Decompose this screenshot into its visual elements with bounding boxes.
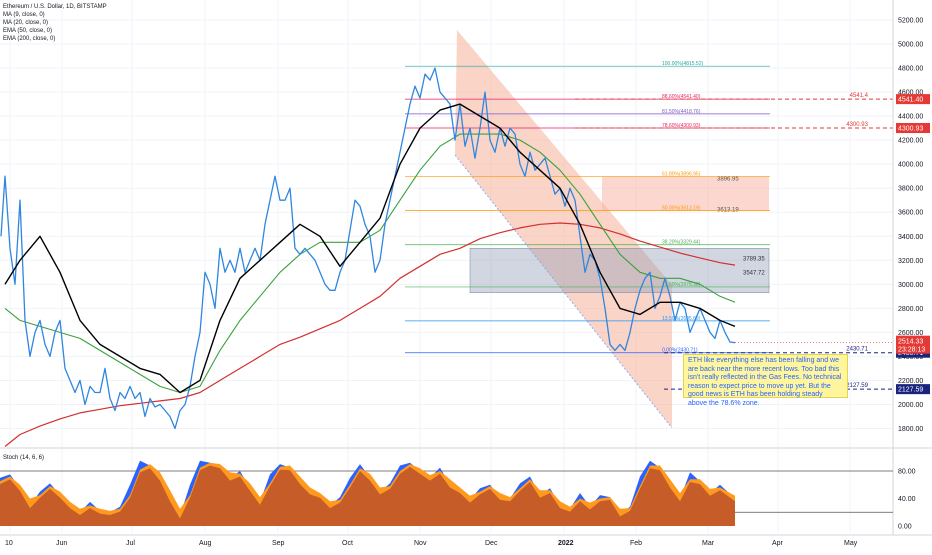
y-tick-label: 5000.00	[898, 42, 923, 49]
dashed-level-label: 4300.93	[846, 122, 868, 128]
price-tag	[896, 94, 930, 105]
stoch-tick-label: 80.00	[898, 469, 916, 476]
annotation-note: ETH like everything else has been fallin…	[683, 354, 848, 407]
price-tag	[896, 384, 930, 395]
indicator-legend: Ethereum / U.S. Dollar, 1D, BITSTAMP MA …	[3, 3, 107, 43]
zone-label: 3896.95	[717, 177, 739, 183]
y-tick-label: 2200.00	[898, 378, 923, 385]
consolidation-zone	[469, 248, 770, 293]
fib-label: 50.00%(3613.19)	[662, 206, 701, 212]
y-tick-label: 4000.00	[898, 162, 923, 169]
dashed-level-label: 4541.4	[850, 93, 869, 99]
price-tag-label: 2127.59	[898, 387, 923, 394]
y-tick-label: 3400.00	[898, 234, 923, 241]
y-tick-label: 5200.00	[898, 18, 923, 25]
series-ema200	[4, 222, 736, 447]
x-tick-label: 10	[5, 540, 13, 547]
zone-label: 3547.72	[743, 270, 765, 276]
x-tick-label: Apr	[772, 540, 784, 547]
y-tick-label: 2600.00	[898, 330, 923, 337]
dashed-level-label: 2127.59	[846, 383, 868, 389]
y-tick-label: 3800.00	[898, 186, 923, 193]
x-tick-label: Oct	[342, 540, 353, 547]
fib-label: 38.20%(3329.44)	[662, 240, 701, 246]
fib-label: 88.60%(4541.40)	[662, 94, 701, 100]
indicator-ema200[interactable]: EMA (200, close, 0)	[3, 36, 56, 42]
price-tag-label: 2430.71	[898, 350, 923, 357]
fib-label: 100.00%(4815.52)	[662, 61, 703, 67]
stoch-overlap-area	[0, 465, 735, 526]
zone-label: 3789.35	[743, 256, 765, 262]
fib-label: 81.50%(4418.76)	[662, 109, 701, 115]
last-price-label: 2514.33	[898, 339, 923, 346]
y-tick-label: 4200.00	[898, 138, 923, 145]
y-tick-label: 4800.00	[898, 66, 923, 73]
last-price-tag	[896, 335, 930, 354]
x-tick-label: Jul	[126, 540, 135, 547]
y-tick-label: 2000.00	[898, 402, 923, 409]
price-tag-label: 4541.40	[898, 97, 923, 104]
series-ma9	[4, 103, 736, 394]
resistance-zone	[602, 176, 769, 211]
indicator-ema50[interactable]: EMA (50, close, 0)	[3, 28, 53, 34]
price-tag-label: 4300.93	[898, 126, 923, 133]
y-tick-label: 4400.00	[898, 114, 923, 121]
fib-label: 13.50%(2695.69)	[662, 316, 701, 322]
x-tick-label: Dec	[485, 540, 498, 547]
stoch-tick-label: 0.00	[898, 524, 912, 531]
y-tick-label: 4600.00	[898, 90, 923, 97]
countdown-label: 23:28:13	[898, 347, 925, 354]
y-tick-label: 3200.00	[898, 258, 923, 265]
stoch-title: Stoch (14, 6, 6)	[3, 455, 45, 461]
y-tick-label: 3600.00	[898, 210, 923, 217]
fib-label: 78.60%(4300.93)	[662, 123, 701, 129]
dashed-level-label: 2430.71	[846, 347, 868, 353]
x-tick-label: Nov	[414, 540, 427, 547]
y-tick-label: 3000.00	[898, 282, 923, 289]
symbol-title: Ethereum / U.S. Dollar, 1D, BITSTAMP	[3, 4, 107, 10]
x-tick-label: Sep	[272, 540, 285, 547]
fib-label: 0.00%(2430.71)	[662, 348, 698, 354]
x-tick-label: Mar	[702, 540, 715, 547]
fib-label: 23.60%(2978.38)	[662, 282, 701, 288]
x-tick-label: Aug	[199, 540, 212, 547]
x-tick-label: Feb	[630, 540, 642, 547]
x-tick-label: 2022	[558, 540, 574, 547]
x-tick-label: Jun	[56, 540, 67, 547]
y-tick-label: 2800.00	[898, 306, 923, 313]
series-price	[0, 67, 736, 430]
price-tag	[896, 123, 930, 134]
indicator-ma9[interactable]: MA (9, close, 0)	[3, 12, 45, 18]
x-tick-label: May	[844, 540, 858, 547]
indicator-ma20[interactable]: MA (20, close, 0)	[3, 20, 49, 26]
y-tick-label: 1800.00	[898, 426, 923, 433]
fib-label: 61.80%(3896.95)	[662, 172, 701, 178]
stoch-tick-label: 40.00	[898, 496, 916, 503]
